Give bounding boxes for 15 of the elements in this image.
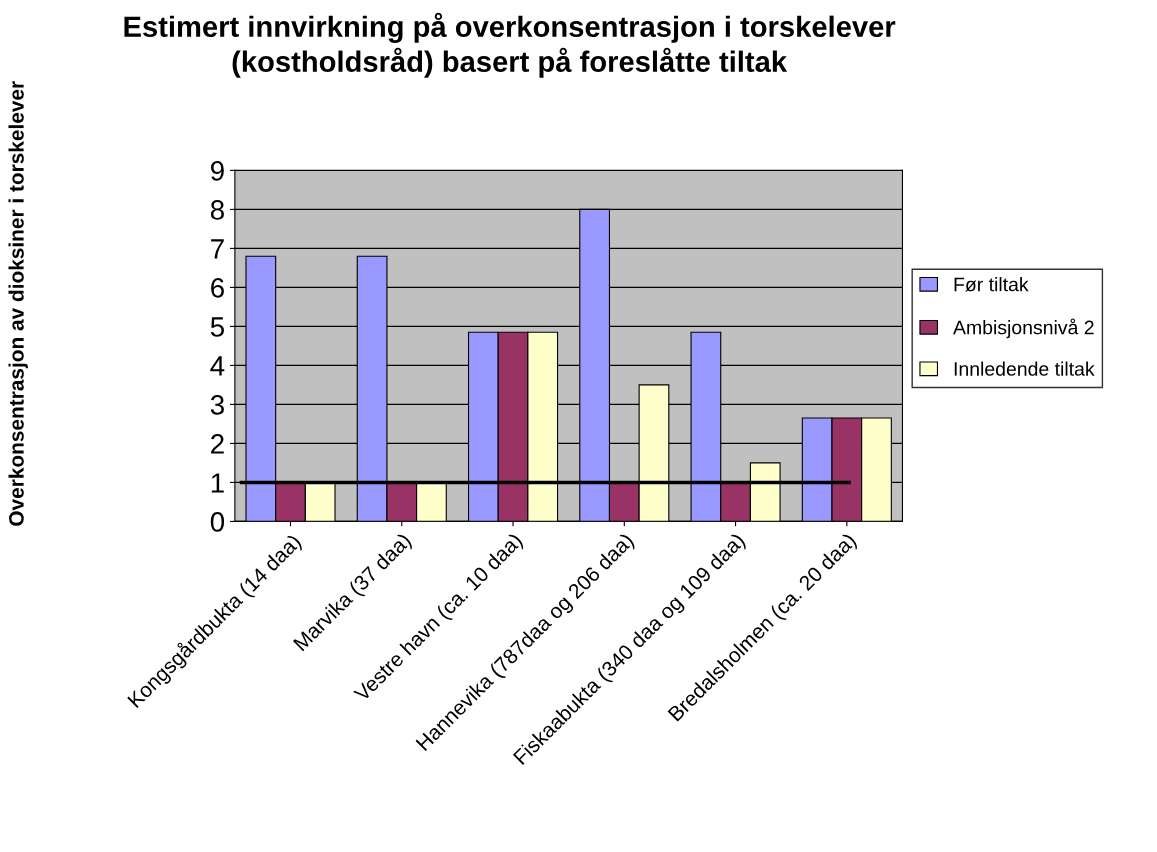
y-tick-label: 7 [211, 239, 224, 259]
y-tick-label: 9 [211, 161, 224, 181]
y-tick-label: 3 [210, 395, 224, 415]
y-tick-label: 8 [210, 200, 224, 220]
y-tick-label: 2 [211, 434, 224, 454]
y-axis-title: Overkonsentrasjon av dioksiner i torskelever [8, 81, 28, 526]
y-tick-label: 1 [211, 473, 224, 493]
chart-title: Estimert innvirkning på overkonsentrasjon i torskelever (kostholdsråd) basert på foreslåtte tiltak [124, 12, 896, 78]
legend-label: Ambisjonsnivå 2 [953, 318, 1094, 339]
legend-label: Før tiltak [954, 277, 1029, 292]
y-tick-label: 0 [210, 512, 225, 532]
y-tick-label: 4 [210, 356, 225, 376]
legend-label: Innledende tiltak [954, 361, 1095, 376]
y-tick-label: 6 [211, 278, 224, 298]
y-tick-label: 5 [210, 317, 224, 337]
